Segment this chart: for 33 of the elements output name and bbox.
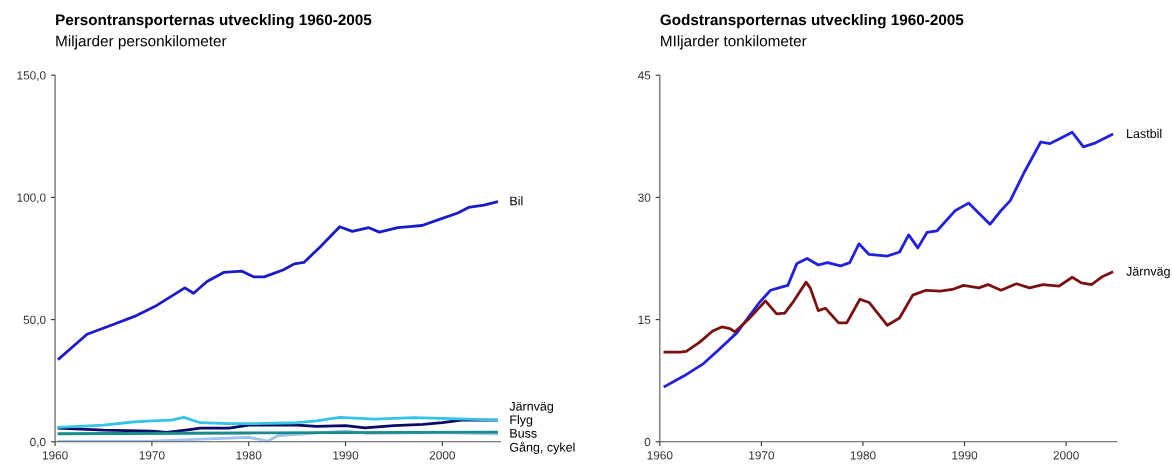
chart-subtitle: Miljarder personkilometer (56, 35, 227, 50)
x-tick-label: 1970 (139, 451, 165, 460)
x-tick-label: 1960 (42, 451, 68, 460)
x-tick-label: 1980 (850, 451, 876, 460)
chart-subtitle: MIljarder tonkilometer (661, 35, 807, 50)
y-tick-label: 0,0 (30, 437, 46, 448)
y-tick-label: 150,0 (17, 71, 46, 81)
line-series (57, 200, 498, 361)
series-label: Järnväg (1126, 266, 1170, 279)
series-label: Lastbil (1127, 128, 1162, 139)
series-label: Gång, cykel (509, 441, 575, 455)
x-tick-label: 2000 (429, 451, 456, 460)
x-tick-label: 1990 (333, 451, 359, 460)
series-label: Buss (510, 428, 537, 438)
x-tick-label: 1980 (236, 451, 262, 460)
x-tick-label: 1960 (647, 451, 673, 460)
y-tick-label: 15 (638, 315, 651, 324)
y-tick-label: 50,0 (23, 315, 46, 326)
series-label: Järnväg (509, 401, 554, 414)
line-series (663, 270, 1114, 354)
chart-title: Godstransporternas utveckling 1960-2005 (660, 14, 964, 29)
line-series (57, 415, 498, 429)
y-tick-label: 100,0 (17, 193, 46, 204)
chart-title: Persontransporternas utveckling 1960-2005 (56, 14, 372, 29)
y-tick-label: 0 (644, 437, 651, 447)
x-tick-label: 1990 (952, 451, 978, 460)
x-tick-label: 2000 (1053, 451, 1079, 460)
y-tick-label: 30 (638, 193, 651, 202)
line-series (663, 130, 1114, 388)
series-label: Flyg (510, 414, 533, 427)
y-tick-label: 45 (637, 71, 651, 80)
x-tick-label: 1970 (749, 451, 775, 460)
series-label: Bil (510, 196, 523, 206)
